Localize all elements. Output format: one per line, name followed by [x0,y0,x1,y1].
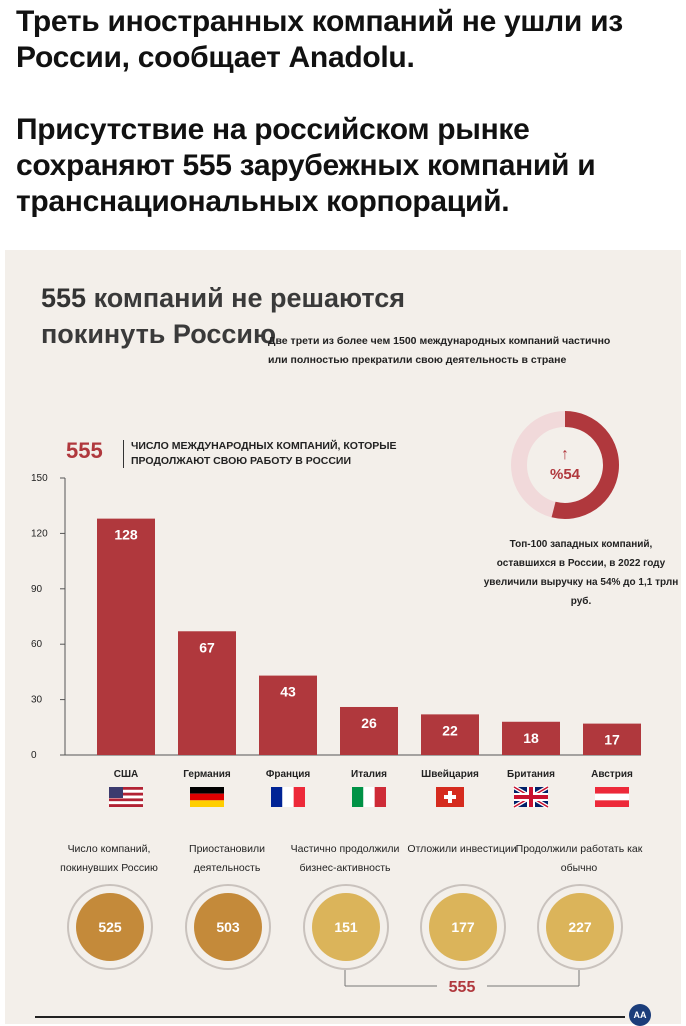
title-number: 555 [41,283,87,313]
germany-flag [190,787,224,807]
stat-circle: 503 [185,884,271,970]
austria-flag [595,787,629,807]
bar-6 [502,721,560,755]
flags [109,785,629,809]
footer-line [35,1016,625,1018]
uk-flag [512,785,550,809]
switzerland-flag [436,787,464,807]
title-text: компаний не решаются [93,283,406,313]
y-axis: 0 30 60 90 120 150 [31,473,641,761]
stat-value: 525 [76,893,144,961]
y-tick-label: 150 [31,473,48,484]
bar-value-label: 17 [604,732,620,748]
y-tick-label: 90 [31,584,43,595]
bar-value-label: 128 [114,527,138,543]
bar-1 [97,518,155,755]
x-tick-label: Швейцария [421,769,479,780]
stat-value: 503 [194,893,262,961]
headline-line-1: Треть иностранных компаний не ушли из Ро… [16,5,623,74]
infographic-note: Две трети из более чем 1500 международны… [268,335,611,366]
x-tick-label: Италия [351,769,387,780]
anadolu-logo-icon: AA [629,1004,651,1026]
stat-label: Отложили инвестиции [407,843,517,855]
x-tick-label: США [114,769,139,780]
ring-arc [551,411,619,519]
stat-label: Приостановили деятельность [189,843,265,874]
bar-5 [421,714,479,755]
x-tick-label: Франция [266,769,311,780]
y-tick-label: 30 [31,695,43,706]
infographic: 555 компаний не решаются покинуть Россию… [5,250,681,1026]
stat-circle: 151 [303,884,389,970]
stat-label: Продолжили работать как обычно [515,843,643,874]
legend-number: 555 [66,438,103,463]
us-flag [109,787,143,807]
headline: Треть иностранных компаний не ушли из Ро… [16,4,676,220]
bar-7 [583,723,641,755]
headline-line-2: Присутствие на российском рынке сохраняю… [16,113,596,218]
y-tick-label: 0 [31,750,37,761]
france-flag [271,787,305,807]
bar-value-label: 18 [523,730,539,746]
stat-value: 151 [312,893,380,961]
stat-value: 227 [546,893,614,961]
stat-label: Частично продолжили бизнес-активность [290,843,400,874]
x-tick-labels: США Германия Франция Италия Швейцария Британи… [114,769,633,780]
legend-divider [123,440,124,468]
revenue-ring: ↑ %54 [511,411,619,519]
x-tick-label: Германия [183,769,231,780]
stats-bracket: 555 [344,970,580,996]
arrow-up-icon: ↑ [561,446,569,463]
y-tick-label: 60 [31,639,43,650]
stats-total: 555 [449,979,476,996]
stat-value: 177 [429,893,497,961]
italy-flag [352,787,386,807]
stat-label: Число компаний, покинувших Россию [60,843,158,874]
stat-circle: 525 [67,884,153,970]
stat-circle: 177 [420,884,506,970]
ring-text: Топ-100 западных компаний, оставшихся в … [483,539,679,607]
bar-3 [259,675,317,755]
bar-value-label: 43 [280,684,296,700]
infographic-title-line-2: покинуть Россию [41,319,277,349]
bar-value-label: 67 [199,639,215,655]
x-tick-label: Австрия [591,769,633,780]
bar-2 [178,631,236,755]
bar-4 [340,706,398,755]
infographic-title: 555 компаний не решаются [41,280,405,316]
y-tick-label: 120 [31,528,48,539]
bar-value-label: 22 [442,722,458,738]
ring-track [511,411,619,519]
bar-value-label: 26 [361,715,377,731]
ring-label: %54 [550,466,581,483]
x-tick-label: Британия [507,769,555,780]
legend-text: ЧИСЛО МЕЖДУНАРОДНЫХ КОМПАНИЙ, КОТОРЫЕ ПР… [131,440,397,467]
stat-circle: 227 [537,884,623,970]
